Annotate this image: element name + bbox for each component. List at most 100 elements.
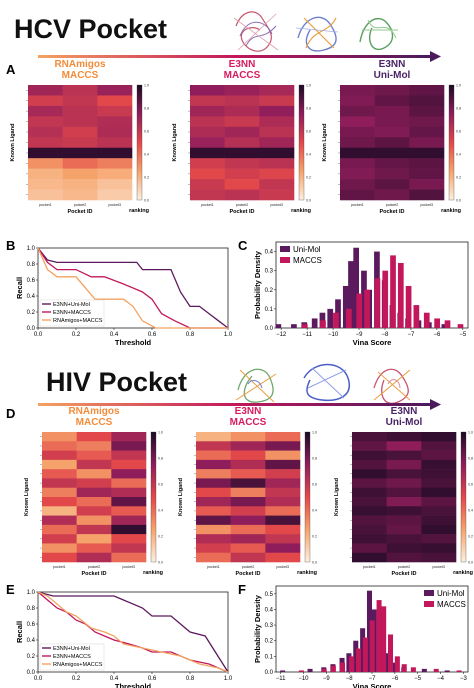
- heatmap-cell: [28, 85, 63, 96]
- histogram-bar: [369, 620, 375, 672]
- heatmap-cell: [259, 85, 295, 96]
- colorbar-tick-label: 0.0: [312, 561, 317, 565]
- panel-letter-b: B: [6, 238, 15, 253]
- y-tick-label: 0.2: [27, 654, 36, 660]
- heatmap-cell: [374, 179, 410, 190]
- x-tick-label: −5: [459, 332, 467, 338]
- heatmap-cell: [265, 497, 301, 507]
- heatmap-cell: [62, 168, 98, 180]
- colorbar-tick-label: 0.8: [456, 107, 461, 111]
- heatmap-title-line: E3NN: [235, 406, 262, 417]
- heatmap-cell: [265, 515, 301, 526]
- heatmap-cell: [97, 158, 133, 169]
- heatmap-cell: [230, 497, 266, 507]
- heatmap-y-axis-label: Known Ligand: [172, 124, 178, 162]
- x-tick-label: 0.6: [148, 332, 157, 338]
- heatmap-cell: [111, 450, 147, 461]
- heatmap-cell: [409, 95, 445, 107]
- y-tick-label: 0.4: [265, 607, 274, 613]
- colorbar-tick-label: 0.6: [312, 483, 317, 487]
- histogram-bar: [423, 312, 430, 328]
- legend-label: RNAmigos+MACCS: [53, 318, 103, 324]
- histogram-bar: [381, 606, 387, 672]
- heatmap-cell: [111, 487, 147, 498]
- heatmap-cell: [230, 450, 266, 461]
- heatmap-cell: [421, 552, 457, 563]
- heatmap-cell: [352, 441, 387, 451]
- heatmap-cell: [374, 158, 410, 169]
- heatmap-title-line: MACCS: [224, 70, 261, 81]
- heatmap-title-line: MACCS: [62, 70, 99, 81]
- legend-label: E3NN+MACCS: [53, 654, 91, 660]
- heatmap-cell: [76, 497, 112, 507]
- heatmap-cell: [340, 137, 375, 149]
- heatmap-cell: [352, 515, 387, 526]
- heatmap-cell: [224, 179, 260, 190]
- heatmap-cell: [352, 524, 387, 535]
- histogram-bar: [356, 293, 363, 328]
- legend-label: Uni-Mol: [437, 589, 465, 598]
- heatmap-cell: [190, 85, 225, 96]
- panel-letter-d: D: [6, 406, 15, 421]
- y-tick-label: 0.3: [265, 623, 274, 629]
- y-tick-label: 0.4: [27, 294, 36, 300]
- heatmap-cell: [76, 552, 112, 563]
- heatmap-cell: [224, 126, 260, 138]
- heatmap-cell: [196, 524, 231, 535]
- x-axis-label: Vina Score: [353, 338, 392, 347]
- heatmap-y-axis-label: Known Ligand: [24, 478, 30, 516]
- heatmap-cell: [62, 158, 98, 169]
- heatmap-cell: [421, 459, 457, 470]
- heatmap-cell: [196, 543, 231, 554]
- heatmap-cell: [196, 441, 231, 451]
- x-tick-label: −7: [407, 332, 415, 338]
- histogram-bar: [280, 670, 286, 672]
- heatmap-cell: [97, 105, 133, 117]
- heatmap-cell: [97, 137, 133, 149]
- y-tick-label: 0.8: [27, 606, 36, 612]
- heatmap-cell: [352, 459, 387, 470]
- heatmap-cell: [340, 116, 375, 128]
- colorbar-tick-label: 1.0: [306, 84, 311, 88]
- histogram-bar: [321, 668, 327, 672]
- recall-curve-hiv: 0.0 0.2 0.4 0.6 0.8 1.0 0.0 0.2 0.4 0.6 0.8 1.0 Thre…: [15, 590, 233, 688]
- heatmap-cell: [76, 450, 112, 461]
- x-tick-label: −11: [276, 676, 286, 682]
- heatmap-cell: [374, 95, 410, 107]
- heatmap-title-line: Uni-Mol: [386, 417, 423, 428]
- heatmap-cell: [42, 469, 77, 479]
- heatmap-cell: [352, 497, 387, 507]
- colorbar-tick-label: 0.2: [312, 535, 317, 539]
- heatmap-title-line: E3NN: [391, 406, 418, 417]
- heatmap-cell: [386, 497, 422, 507]
- heatmap-cell: [374, 85, 410, 96]
- heatmap-cell: [230, 543, 266, 554]
- legend-label: MACCS: [437, 600, 466, 609]
- heatmap-cell: [28, 158, 63, 169]
- heatmap-cell: [259, 147, 295, 159]
- colorbar-tick-label: 0.0: [468, 561, 473, 565]
- heatmap-cell: [259, 116, 295, 128]
- heatmap-cell: [386, 432, 422, 442]
- heatmap-cell: [28, 116, 63, 128]
- colorbar-tick-label: 0.8: [306, 107, 311, 111]
- heatmap-x-tick-label: pocket2: [74, 203, 87, 207]
- colorbar-tick-label: 0.6: [306, 130, 311, 134]
- heatmap-cell: [76, 441, 112, 451]
- colorbar-label: ranking: [291, 208, 311, 214]
- heatmap-cell: [190, 95, 225, 107]
- colorbar-tick-label: 1.0: [468, 431, 473, 435]
- colorbar-tick-label: 0.4: [468, 509, 473, 513]
- panel-letter-c: C: [238, 238, 248, 253]
- heatmap-cell: [97, 147, 133, 159]
- heatmap-x-tick-label: pocket2: [236, 203, 249, 207]
- heatmap-cell: [409, 147, 445, 159]
- heatmap-cell: [265, 432, 301, 442]
- histogram-bar: [444, 670, 450, 672]
- histogram-bar: [349, 656, 355, 672]
- heatmap-cell: [196, 534, 231, 544]
- heatmap-cell: [62, 126, 98, 138]
- heatmap-cell: [62, 95, 98, 107]
